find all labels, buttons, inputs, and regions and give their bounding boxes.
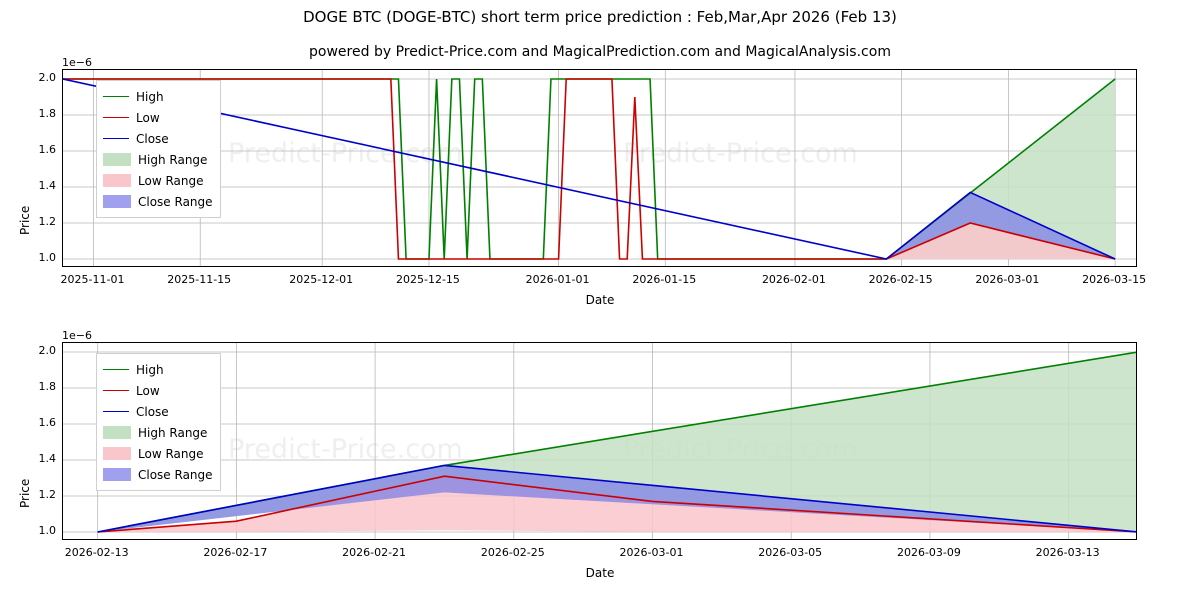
top-ytick: 1.4 [38, 179, 57, 192]
legend-line-swatch [103, 117, 129, 118]
legend-patch-swatch [103, 174, 131, 187]
top-xtick: 2026-01-15 [632, 273, 697, 286]
bottom-xtick: 2026-02-25 [480, 546, 545, 559]
legend-label: Close [136, 131, 169, 146]
band-low-range [97, 476, 1136, 532]
band-close-range [886, 192, 1116, 259]
legend-label: Close Range [138, 194, 213, 209]
series-low [63, 78, 1116, 260]
page-subtitle: powered by Predict-Price.com and Magical… [309, 44, 891, 60]
bottom-xtick: 2026-03-01 [619, 546, 684, 559]
series-low [97, 475, 1136, 533]
page-title: DOGE BTC (DOGE-BTC) short term price pre… [303, 8, 897, 26]
legend-line-swatch [103, 138, 129, 139]
legend-item: Close [103, 128, 213, 149]
bottom-ytick: 1.8 [38, 380, 57, 393]
legend-label: Low [136, 110, 160, 125]
legend-label: High [136, 89, 164, 104]
series-high [63, 78, 1116, 260]
legend-item: High Range [103, 149, 213, 170]
bottom-ytick: 1.2 [38, 488, 57, 501]
bottom-x-axis-label: Date [585, 566, 615, 580]
legend-label: Low Range [138, 446, 204, 461]
legend-item: High Range [103, 422, 213, 443]
top-ytick: 1.6 [38, 143, 57, 156]
top-ytick: 1.2 [38, 215, 57, 228]
top-plot-area: Predict-Price.com Predict-Price.com Predic… [62, 69, 1137, 267]
legend-label: Low Range [138, 173, 204, 188]
legend-item: Close [103, 401, 213, 422]
top-xtick: 2025-12-15 [395, 273, 460, 286]
top-xtick: 2026-01-01 [525, 273, 590, 286]
top-ytick: 1.0 [38, 251, 57, 264]
top-y-exponent: 1e−6 [62, 56, 92, 69]
legend-item: Low Range [103, 170, 213, 191]
top-legend: High Low Close High Range Low Range Close Ran… [96, 80, 221, 218]
legend-line-swatch [103, 390, 129, 391]
top-xtick: 2025-12-01 [289, 273, 354, 286]
legend-label: High Range [138, 425, 208, 440]
series-close [63, 78, 1116, 260]
bottom-legend: High Low Close High Range Low Range Close Ran… [96, 353, 221, 491]
top-ytick: 2.0 [38, 71, 57, 84]
legend-label: Low [136, 383, 160, 398]
legend-patch-swatch [103, 447, 131, 460]
legend-patch-swatch [103, 468, 131, 481]
legend-patch-swatch [103, 153, 131, 166]
top-xtick: 2025-11-01 [60, 273, 125, 286]
bottom-xtick: 2026-02-21 [342, 546, 407, 559]
top-xtick: 2026-03-15 [1082, 273, 1147, 286]
legend-item: Low [103, 107, 213, 128]
watermark-text: Predict-Price.com [228, 138, 463, 169]
bottom-ytick: 1.4 [38, 452, 57, 465]
legend-item: High [103, 86, 213, 107]
bottom-xtick: 2026-02-13 [64, 546, 129, 559]
band-low-range [886, 223, 1116, 259]
legend-item: Close Range [103, 191, 213, 212]
legend-label: High [136, 362, 164, 377]
bottom-xtick: 2026-03-05 [758, 546, 823, 559]
bottom-ytick: 2.0 [38, 344, 57, 357]
bottom-xtick: 2026-03-09 [896, 546, 961, 559]
bottom-ytick: 1.0 [38, 524, 57, 537]
legend-patch-swatch [103, 195, 131, 208]
bottom-y-exponent: 1e−6 [62, 329, 92, 342]
legend-label: High Range [138, 152, 208, 167]
bottom-ytick: 1.6 [38, 416, 57, 429]
top-xtick: 2026-03-01 [975, 273, 1040, 286]
top-xtick: 2025-11-15 [167, 273, 232, 286]
bottom-xtick: 2026-03-13 [1035, 546, 1100, 559]
watermark-text: Predict-Price.com [623, 138, 858, 169]
legend-patch-swatch [103, 426, 131, 439]
legend-item: Close Range [103, 464, 213, 485]
top-x-axis-label: Date [585, 293, 615, 307]
legend-line-swatch [103, 96, 129, 97]
watermark-text: Predict-Price.com [623, 264, 858, 267]
bottom-xtick: 2026-02-17 [203, 546, 268, 559]
top-xtick: 2026-02-15 [868, 273, 933, 286]
legend-item: Low Range [103, 443, 213, 464]
legend-line-swatch [103, 411, 129, 412]
legend-line-swatch [103, 369, 129, 370]
top-xtick: 2026-02-01 [761, 273, 826, 286]
legend-label: Close [136, 404, 169, 419]
legend-label: Close Range [138, 467, 213, 482]
watermark-text: Predict-Price.com [228, 264, 463, 267]
series-close [97, 464, 1136, 533]
legend-item: High [103, 359, 213, 380]
top-ytick: 1.8 [38, 107, 57, 120]
legend-item: Low [103, 380, 213, 401]
